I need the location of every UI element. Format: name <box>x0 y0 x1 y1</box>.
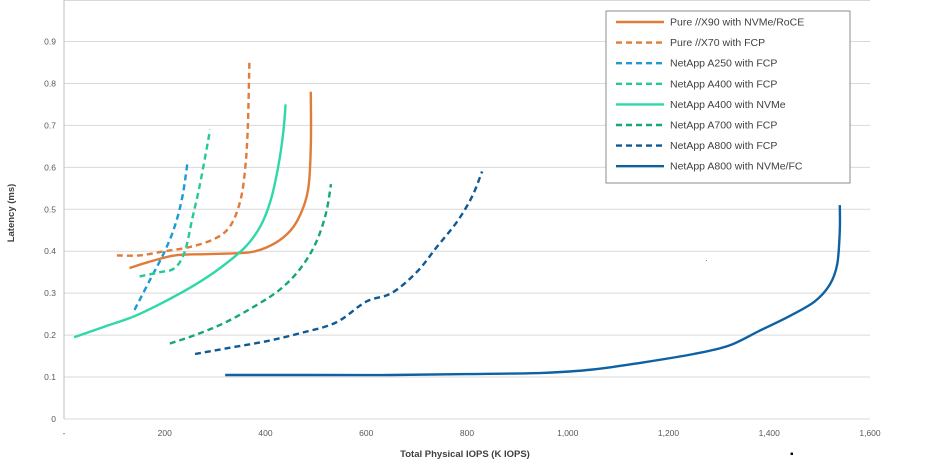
y-tick-label: 0.9 <box>44 37 56 47</box>
legend-label: NetApp A700 with FCP <box>670 120 777 132</box>
x-tick-label: 1,200 <box>658 428 680 438</box>
series-line-1 <box>129 91 313 270</box>
stray-mark: ▪ <box>790 449 794 460</box>
legend-label: Pure //X70 with FCP <box>670 37 765 49</box>
series-line-8 <box>225 205 842 377</box>
x-axis-title: Total Physical IOPS (K IOPS) <box>400 449 530 460</box>
series-line-6 <box>169 183 333 345</box>
series-line-4 <box>139 129 212 278</box>
legend-label: NetApp A250 with FCP <box>670 58 777 70</box>
y-axis-title: Latency (ms) <box>6 184 17 243</box>
legend-label: Pure //X90 with NVMe/RoCE <box>670 17 804 29</box>
series-lines <box>73 62 842 377</box>
series-line-5 <box>73 104 287 339</box>
y-axis-ticks: 0 0.1 0.2 0.3 0.4 0.5 0.6 0.7 0.8 0.9 <box>44 37 56 425</box>
y-tick-label: 0 <box>51 414 56 424</box>
y-tick-label: 0.3 <box>44 288 56 298</box>
legend-box <box>605 10 851 184</box>
x-tick-label: 1,400 <box>759 428 781 438</box>
y-tick-label: 0.7 <box>44 120 56 130</box>
legend: Pure //X90 with NVMe/RoCE Pure //X70 with… <box>605 10 851 184</box>
x-tick-label: 800 <box>460 428 474 438</box>
series-line-2 <box>116 62 251 257</box>
x-tick-label: 400 <box>258 428 272 438</box>
y-tick-label: 0.6 <box>44 162 56 172</box>
y-tick-label: 0.2 <box>44 330 56 340</box>
x-tick-label: 200 <box>158 428 172 438</box>
y-tick-label: 0.1 <box>44 372 56 382</box>
series-line-3 <box>133 162 189 311</box>
legend-label: NetApp A400 with FCP <box>670 78 777 90</box>
legend-label: NetApp A400 with NVMe <box>670 99 786 111</box>
x-tick-label: 1,600 <box>859 428 881 438</box>
y-tick-label: 0.4 <box>44 246 56 256</box>
x-tick-label: 600 <box>359 428 373 438</box>
x-tick-label: 1,000 <box>557 428 579 438</box>
x-axis-ticks: - 200 400 600 800 1,000 1,200 1,400 1,600 <box>63 428 881 438</box>
legend-label: NetApp A800 with NVMe/FC <box>670 161 803 173</box>
legend-label: NetApp A800 with FCP <box>670 140 777 152</box>
stray-mark: · <box>705 256 708 265</box>
x-tick-label: - <box>63 428 66 438</box>
y-tick-label: 0.8 <box>44 78 56 88</box>
y-tick-label: 0.5 <box>44 204 56 214</box>
series-line-7 <box>194 171 484 356</box>
